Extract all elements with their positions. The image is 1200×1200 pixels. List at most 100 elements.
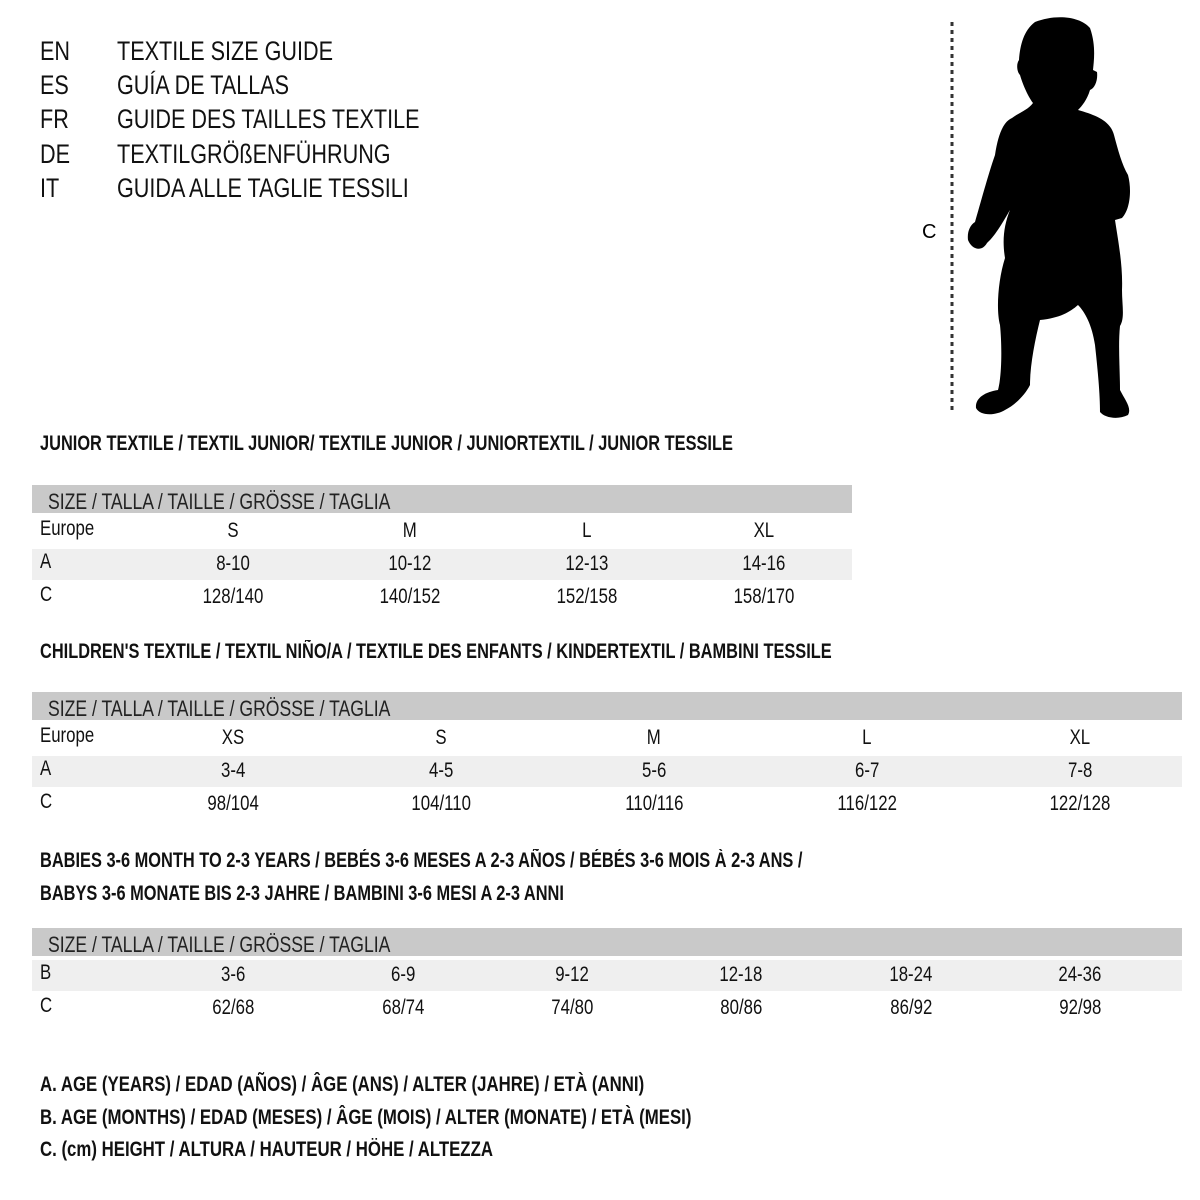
table-cell: XL	[684, 519, 844, 543]
table-cell-text: S	[435, 726, 447, 749]
table-cell-text: 68/74	[381, 996, 425, 1019]
table-cell: 80/86	[661, 996, 821, 1020]
junior-title: JUNIOR TEXTILE / TEXTIL JUNIOR/ TEXTILE …	[40, 432, 928, 456]
table-cell-text: 24-36	[1058, 963, 1102, 986]
table-cell: 62/68	[153, 996, 313, 1020]
table-cell: 18-24	[831, 963, 991, 987]
table-cell-text: 6-9	[390, 963, 416, 986]
row-label: Europe	[40, 517, 108, 541]
language-code: ES	[40, 70, 76, 101]
row-label: A	[40, 550, 54, 574]
table-cell: 68/74	[323, 996, 483, 1020]
language-code: IT	[40, 173, 64, 204]
table-cell-text: 9-12	[555, 963, 589, 986]
table-cell-text: 74/80	[550, 996, 594, 1019]
table-cell-text: 152/158	[556, 585, 618, 608]
language-code-text: EN	[40, 36, 71, 66]
table-cell: 152/158	[507, 585, 667, 609]
table-cell: 12-18	[661, 963, 821, 987]
table-cell: 158/170	[684, 585, 844, 609]
table-header-text: SIZE / TALLA / TAILLE / GRÖSSE / TAGLIA	[48, 932, 391, 957]
language-title-text: TEXTILGRÖßENFÜHRUNG	[117, 139, 391, 169]
language-title: TEXTILE SIZE GUIDE	[117, 36, 387, 67]
babies-title-line1: BABIES 3-6 MONTH TO 2-3 YEARS / BEBÉS 3-…	[40, 849, 1018, 873]
table-cell: M	[330, 519, 490, 543]
table-cell: L	[507, 519, 667, 543]
table-cell-text: 3-4	[220, 759, 246, 782]
table-header: SIZE / TALLA / TAILLE / GRÖSSE / TAGLIA	[32, 928, 1182, 957]
language-title: GUIDA ALLE TAGLIE TESSILI	[117, 173, 482, 204]
language-code: EN	[40, 36, 78, 67]
row-label: Europe	[40, 724, 108, 748]
table-cell-text: 5-6	[641, 759, 667, 782]
row-label: C	[40, 583, 55, 607]
table-cell: 9-12	[492, 963, 652, 987]
children-title: CHILDREN'S TEXTILE / TEXTIL NIÑO/A / TEX…	[40, 640, 1055, 664]
table-cell: 86/92	[831, 996, 991, 1020]
language-title: TEXTILGRÖßENFÜHRUNG	[117, 139, 459, 170]
table-cell-text: 116/122	[837, 792, 897, 815]
table-header: SIZE / TALLA / TAILLE / GRÖSSE / TAGLIA	[32, 485, 852, 514]
table-cell: 5-6	[574, 759, 734, 783]
row-label-text: Europe	[40, 724, 95, 747]
language-title-text: TEXTILE SIZE GUIDE	[117, 36, 334, 66]
row-label-text: A	[40, 757, 52, 780]
table-cell: S	[361, 726, 521, 750]
row-label-text: C	[40, 583, 53, 606]
row-label-text: C	[40, 994, 53, 1017]
table-cell-text: 104/110	[411, 792, 471, 815]
table-cell: 7-8	[1000, 759, 1160, 783]
row-label-text: Europe	[40, 517, 95, 540]
table-cell-text: 6-7	[854, 759, 880, 782]
table-cell: 8-10	[153, 552, 313, 576]
table-cell-text: 128/140	[202, 585, 264, 608]
babies-title-line2: BABYS 3-6 MONATE BIS 2-3 JAHRE / BAMBINI…	[40, 882, 712, 906]
table-cell: 3-4	[153, 759, 313, 783]
row-label: B	[40, 961, 54, 985]
table-cell-text: M	[403, 519, 417, 542]
table-cell-text: L	[582, 519, 592, 542]
children-title-text: CHILDREN'S TEXTILE / TEXTIL NIÑO/A / TEX…	[40, 640, 832, 663]
table-cell-text: 3-6	[220, 963, 246, 986]
table-cell-text: 4-5	[428, 759, 454, 782]
table-cell-text: 80/86	[719, 996, 763, 1019]
table-cell-text: XL	[753, 519, 775, 542]
table-row: Europe XS S M L XL	[32, 723, 1182, 754]
table-cell: 140/152	[330, 585, 490, 609]
table-row: A 8-10 10-12 12-13 14-16	[32, 549, 852, 580]
babies-title-line1-text: BABIES 3-6 MONTH TO 2-3 YEARS / BEBÉS 3-…	[40, 849, 803, 872]
table-cell-text: M	[647, 726, 661, 749]
language-code-text: ES	[40, 70, 69, 100]
table-cell-text: 62/68	[211, 996, 255, 1019]
table-cell: 92/98	[1000, 996, 1160, 1020]
row-label: C	[40, 790, 55, 814]
table-row: B 3-6 6-9 9-12 12-18 18-24 24-36	[32, 960, 1182, 991]
table-cell-text: 12-13	[565, 552, 609, 575]
table-cell: 98/104	[153, 792, 313, 816]
table-cell: 74/80	[492, 996, 652, 1020]
language-title: GUÍA DE TALLAS	[117, 70, 332, 101]
row-label-text: B	[40, 961, 52, 984]
table-header-text: SIZE / TALLA / TAILLE / GRÖSSE / TAGLIA	[48, 696, 391, 721]
language-code-text: FR	[40, 104, 69, 134]
legend-item: C. (cm) HEIGHT / ALTURA / HAUTEUR / HÖHE…	[40, 1138, 606, 1162]
table-cell-text: 8-10	[216, 552, 250, 575]
table-cell-text: 140/152	[379, 585, 441, 608]
table-cell: 12-13	[507, 552, 667, 576]
legend-item-text: B. AGE (MONTHS) / EDAD (MESES) / ÂGE (MO…	[40, 1106, 692, 1129]
table-cell: 110/116	[574, 792, 734, 816]
language-code: FR	[40, 104, 76, 135]
table-cell: 104/110	[361, 792, 521, 816]
table-row: A 3-4 4-5 5-6 6-7 7-8	[32, 756, 1182, 787]
table-cell: 122/128	[1000, 792, 1160, 816]
table-cell-text: XS	[221, 726, 245, 749]
table-cell-text: 92/98	[1058, 996, 1102, 1019]
table-cell: 14-16	[684, 552, 844, 576]
child-silhouette	[967, 17, 1130, 418]
table-cell-text: 18-24	[889, 963, 933, 986]
table-cell: L	[787, 726, 947, 750]
language-title-text: GUIDE DES TAILLES TEXTILE	[117, 104, 420, 134]
table-cell-text: 12-18	[719, 963, 763, 986]
babies-title-line2-text: BABYS 3-6 MONATE BIS 2-3 JAHRE / BAMBINI…	[40, 882, 564, 905]
row-label: A	[40, 757, 54, 781]
